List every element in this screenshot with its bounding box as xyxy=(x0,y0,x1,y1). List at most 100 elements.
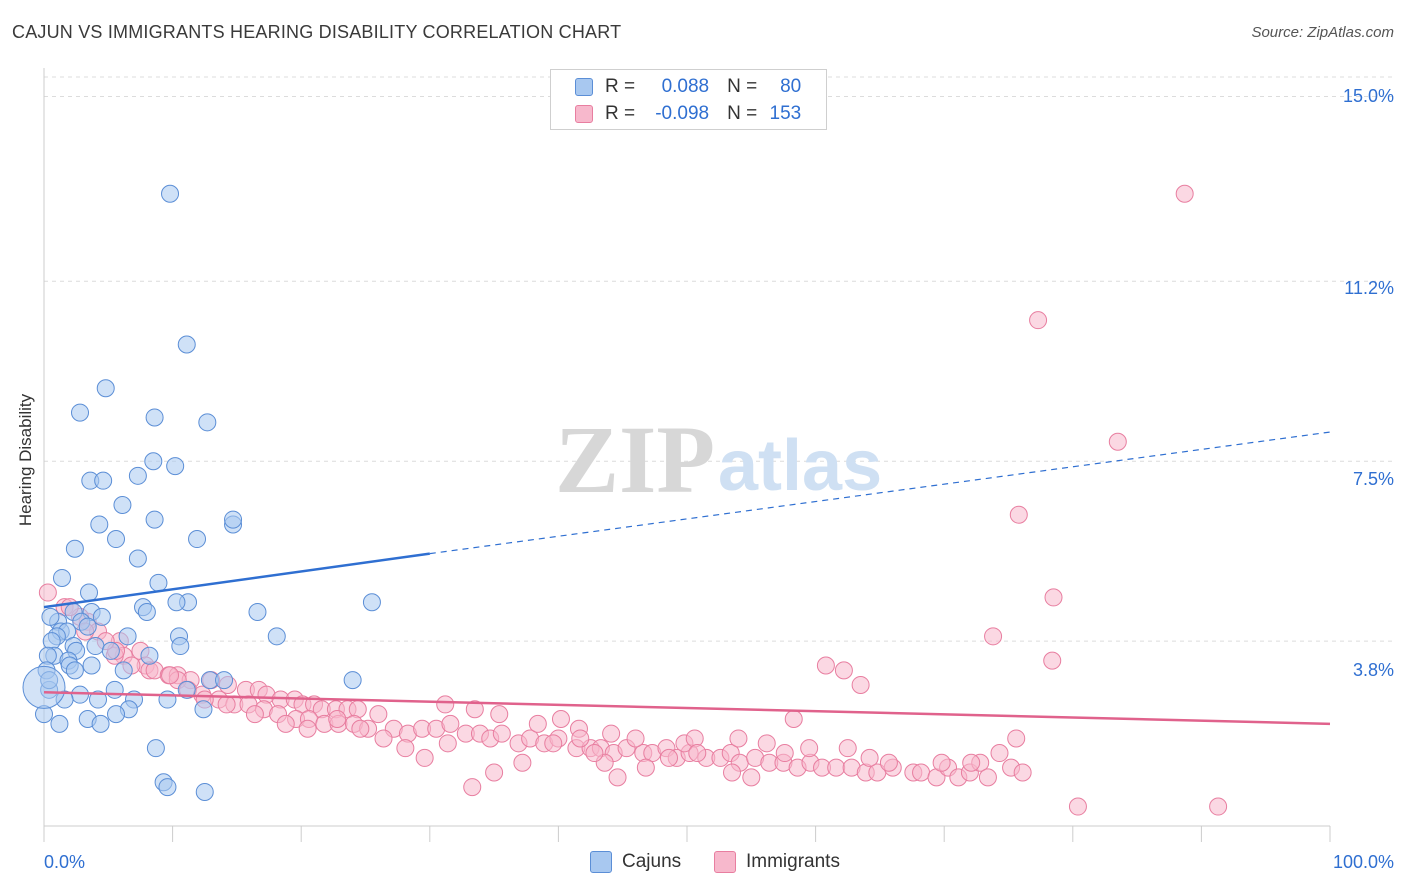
immigrants-point xyxy=(838,739,857,758)
immigrants-point xyxy=(851,675,870,694)
immigrants-point xyxy=(245,705,264,724)
legend-r-label: R = xyxy=(605,76,636,97)
cajuns-point xyxy=(158,690,177,709)
cajuns-point xyxy=(198,413,217,432)
immigrants-point xyxy=(984,627,1003,646)
cajuns-point xyxy=(128,549,147,568)
immigrants-point xyxy=(396,739,415,758)
immigrants-point xyxy=(490,705,509,724)
immigrants-point xyxy=(513,753,532,772)
immigrants-point xyxy=(38,583,57,602)
trend-lines xyxy=(43,431,1331,726)
cajuns-point xyxy=(92,607,111,626)
immigrants-point xyxy=(775,744,794,763)
cajuns-point xyxy=(82,656,101,675)
cajuns-point xyxy=(118,627,137,646)
immigrants-point xyxy=(551,710,570,728)
cajuns-point xyxy=(86,637,105,656)
cajuns-point xyxy=(194,700,213,719)
y-axis-label: Hearing Disability xyxy=(16,393,35,527)
immigrants-point xyxy=(465,700,484,719)
cajuns-point xyxy=(362,593,381,612)
cajuns-point xyxy=(144,452,163,471)
immigrants-point xyxy=(879,753,898,772)
legend-label-immigrants: Immigrants xyxy=(746,851,840,872)
immigrants-point xyxy=(485,763,504,782)
immigrants-point xyxy=(626,729,645,748)
cajuns-point xyxy=(188,530,207,549)
immigrants-point xyxy=(298,719,317,738)
immigrants-point xyxy=(492,724,511,743)
cajuns-point xyxy=(65,661,84,680)
cajuns-point xyxy=(50,714,69,733)
immigrants-point xyxy=(161,666,180,685)
legend-n-value: 153 xyxy=(769,103,802,124)
cajuns-trend-extension xyxy=(429,431,1331,555)
immigrants-point xyxy=(463,778,482,797)
legend-label-cajuns: Cajuns xyxy=(622,851,682,872)
immigrants-point xyxy=(1068,797,1087,816)
immigrants-point xyxy=(757,734,776,753)
immigrants-point xyxy=(369,705,388,724)
immigrants-point xyxy=(800,739,819,758)
cajuns-point xyxy=(114,661,133,680)
cajuns-point xyxy=(145,510,164,529)
x-tick-label-min: 0.0% xyxy=(44,852,86,872)
immigrants-point xyxy=(1108,432,1127,451)
correlation-legend: R = 0.088 N = 80 R = -0.098 N = 153 xyxy=(550,69,827,130)
immigrants-point xyxy=(742,768,761,787)
immigrants-points xyxy=(38,184,1228,816)
gridlines xyxy=(44,76,1392,642)
immigrants-point xyxy=(608,768,627,787)
legend-r-label: R = xyxy=(605,103,636,124)
legend-item-cajuns[interactable]: Cajuns xyxy=(590,851,681,873)
cajuns-point xyxy=(78,617,97,636)
immigrants-point xyxy=(784,710,803,728)
immigrants-point xyxy=(441,714,460,733)
legend-r-value: 0.088 xyxy=(661,76,710,97)
immigrants-point xyxy=(1009,505,1028,524)
immigrants-point xyxy=(636,758,655,777)
legend-row-immigrants: R = -0.098 N = 153 xyxy=(575,102,801,126)
immigrants-point xyxy=(816,656,835,675)
legend-item-immigrants[interactable]: Immigrants xyxy=(714,851,840,873)
cajuns-point xyxy=(177,335,196,354)
cajuns-point xyxy=(107,705,126,724)
y-tick-label: 3.8% xyxy=(1352,660,1394,680)
cajuns-point xyxy=(137,603,156,621)
cajuns-point xyxy=(107,530,126,549)
chart-title: CAJUN VS IMMIGRANTS HEARING DISABILITY C… xyxy=(12,22,622,42)
immigrants-point xyxy=(217,695,236,714)
cajuns-point xyxy=(96,379,115,398)
cajuns-point xyxy=(128,466,147,485)
immigrants-point xyxy=(1013,763,1032,782)
immigrants-point xyxy=(1029,311,1048,330)
cajuns-point xyxy=(140,646,159,665)
cajuns-point xyxy=(158,778,177,797)
cajuns-point xyxy=(146,739,165,758)
immigrants-point xyxy=(544,734,563,753)
watermark-zip: ZIP xyxy=(555,406,715,513)
legend-row-cajuns: R = 0.088 N = 80 xyxy=(575,75,801,99)
immigrants-point xyxy=(834,661,853,680)
immigrants-point xyxy=(978,768,997,787)
cajuns-point xyxy=(53,568,72,587)
cajuns-point xyxy=(215,671,234,690)
cajuns-point xyxy=(343,671,362,690)
legend-n-value: 80 xyxy=(780,76,802,97)
cajuns-point xyxy=(71,403,90,422)
immigrants-point xyxy=(374,729,393,748)
immigrants-point xyxy=(932,753,951,772)
cajuns-swatch xyxy=(590,851,612,873)
cajuns-point xyxy=(101,641,120,660)
cajuns-point xyxy=(113,496,132,514)
y-tick-label: 15.0% xyxy=(1342,86,1394,106)
immigrants-point xyxy=(276,714,295,733)
cajuns-point xyxy=(195,782,214,801)
immigrants-point xyxy=(1007,729,1026,748)
cajuns-point xyxy=(149,573,168,592)
cajuns-point xyxy=(171,637,190,656)
cajuns-point xyxy=(224,510,243,529)
immigrants-point xyxy=(438,734,457,753)
cajuns-trend-line xyxy=(43,552,430,609)
